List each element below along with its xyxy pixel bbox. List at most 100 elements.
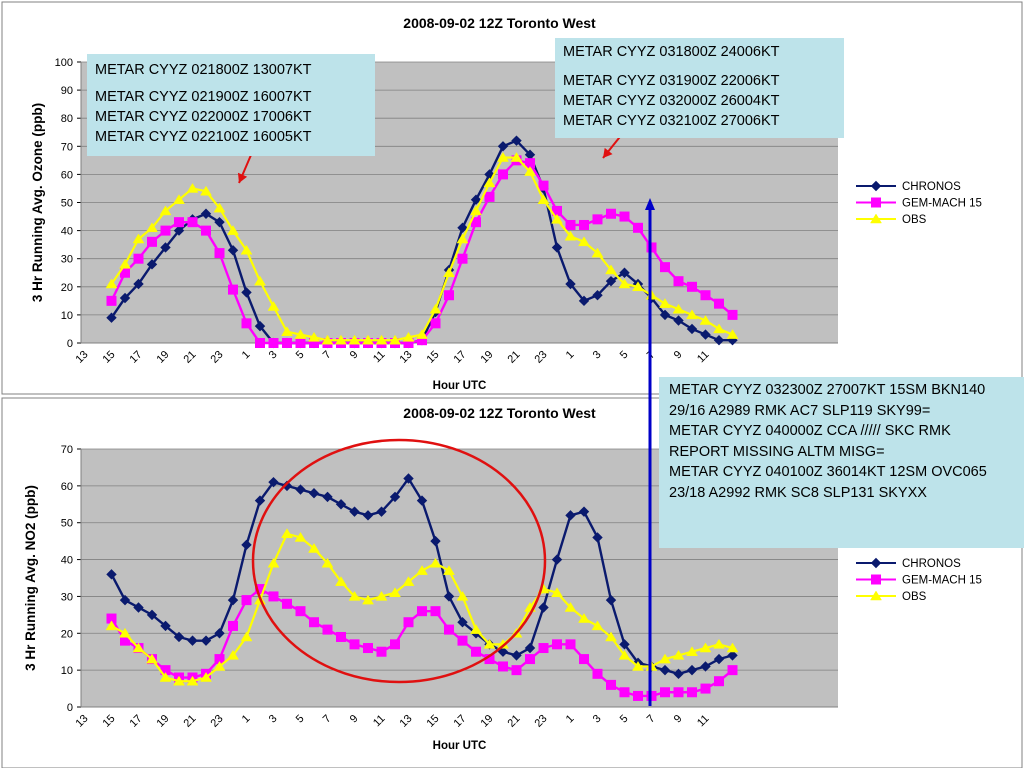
data-point bbox=[579, 219, 589, 230]
data-point bbox=[659, 298, 671, 308]
data-point bbox=[375, 334, 388, 345]
data-point bbox=[146, 609, 158, 621]
data-point bbox=[403, 617, 414, 628]
data-point bbox=[295, 606, 306, 617]
y-tick-label: 70 bbox=[61, 141, 73, 153]
data-point bbox=[186, 675, 199, 686]
data-point bbox=[700, 661, 711, 672]
y-tick-label: 0 bbox=[67, 338, 73, 350]
data-point bbox=[714, 676, 724, 687]
y-tick-label: 40 bbox=[61, 555, 73, 567]
data-point bbox=[376, 506, 387, 517]
data-point bbox=[700, 683, 711, 694]
data-point bbox=[240, 244, 253, 255]
legend-label: OBS bbox=[902, 214, 927, 226]
time-marker-arrowhead bbox=[645, 198, 655, 210]
data-point bbox=[133, 253, 144, 264]
data-point bbox=[308, 331, 320, 342]
data-point bbox=[713, 653, 725, 665]
data-point bbox=[713, 323, 725, 334]
data-point bbox=[606, 208, 616, 219]
data-point bbox=[551, 587, 563, 597]
data-point bbox=[660, 262, 670, 273]
metar-line: METAR CYYZ 021900Z 16007KT bbox=[95, 89, 312, 105]
arrow-head bbox=[603, 147, 613, 158]
metar-note-left: METAR CYYZ 021800Z 13007KT METAR CYYZ 02… bbox=[87, 54, 375, 156]
data-point bbox=[484, 654, 495, 665]
data-point bbox=[241, 318, 252, 329]
data-point bbox=[389, 491, 401, 503]
legend-marker bbox=[870, 557, 882, 569]
data-point bbox=[511, 135, 522, 146]
data-point bbox=[699, 315, 712, 325]
y-tick-label: 100 bbox=[55, 57, 73, 69]
data-point bbox=[227, 225, 239, 235]
chart-title: 2008-09-02 12Z Toronto West bbox=[403, 15, 596, 31]
data-point bbox=[119, 594, 131, 606]
data-point bbox=[255, 584, 265, 595]
data-point bbox=[686, 664, 698, 676]
data-point bbox=[605, 275, 617, 287]
data-point bbox=[241, 595, 252, 606]
data-point bbox=[241, 539, 252, 551]
chart-title: 2008-09-02 12Z Toronto West bbox=[403, 405, 596, 421]
data-point bbox=[187, 635, 198, 646]
data-point bbox=[160, 242, 171, 253]
data-point bbox=[213, 660, 226, 671]
y-tick-label: 30 bbox=[61, 591, 73, 603]
data-point bbox=[147, 236, 157, 247]
data-point bbox=[160, 225, 171, 236]
data-point bbox=[727, 309, 738, 320]
data-point bbox=[105, 278, 118, 289]
data-point bbox=[659, 653, 671, 664]
data-point bbox=[240, 631, 253, 642]
data-point bbox=[173, 675, 185, 686]
data-point bbox=[659, 664, 671, 676]
data-point bbox=[700, 329, 711, 340]
data-point bbox=[565, 510, 576, 521]
data-point bbox=[106, 295, 117, 306]
data-point bbox=[457, 617, 468, 628]
data-point bbox=[295, 338, 306, 348]
y-tick-label: 50 bbox=[61, 198, 73, 210]
data-point bbox=[443, 591, 455, 602]
data-point bbox=[579, 654, 589, 665]
data-point bbox=[726, 642, 739, 653]
data-point bbox=[484, 191, 495, 202]
data-point bbox=[214, 654, 225, 665]
data-point bbox=[308, 543, 320, 553]
data-point bbox=[200, 672, 212, 682]
data-point bbox=[133, 278, 144, 290]
data-point bbox=[565, 278, 576, 290]
data-point bbox=[295, 484, 306, 495]
data-point bbox=[727, 665, 738, 676]
data-point bbox=[483, 638, 496, 649]
data-point bbox=[498, 169, 508, 180]
data-point bbox=[537, 194, 550, 204]
data-point bbox=[255, 338, 265, 348]
data-point bbox=[321, 334, 334, 345]
data-point bbox=[294, 531, 307, 542]
data-point bbox=[159, 205, 172, 216]
data-point bbox=[686, 309, 698, 320]
data-point bbox=[214, 248, 225, 259]
data-point bbox=[673, 276, 684, 287]
data-point bbox=[200, 185, 212, 196]
data-point bbox=[281, 326, 293, 337]
data-point bbox=[564, 602, 577, 612]
data-point bbox=[430, 535, 441, 547]
data-point bbox=[389, 587, 401, 597]
data-point bbox=[511, 650, 522, 661]
data-point bbox=[416, 565, 428, 575]
metar-note-right: METAR CYYZ 031800Z 24006KT METAR CYYZ 03… bbox=[555, 38, 844, 138]
data-point bbox=[619, 639, 630, 650]
data-point bbox=[457, 635, 468, 646]
data-point bbox=[173, 194, 185, 204]
data-point bbox=[146, 222, 158, 233]
data-point bbox=[362, 334, 374, 345]
metar-line: METAR CYYZ 032100Z 27006KT bbox=[563, 113, 780, 129]
data-point bbox=[309, 617, 319, 628]
data-point bbox=[294, 329, 307, 339]
data-point bbox=[105, 620, 118, 631]
data-point bbox=[173, 631, 185, 643]
